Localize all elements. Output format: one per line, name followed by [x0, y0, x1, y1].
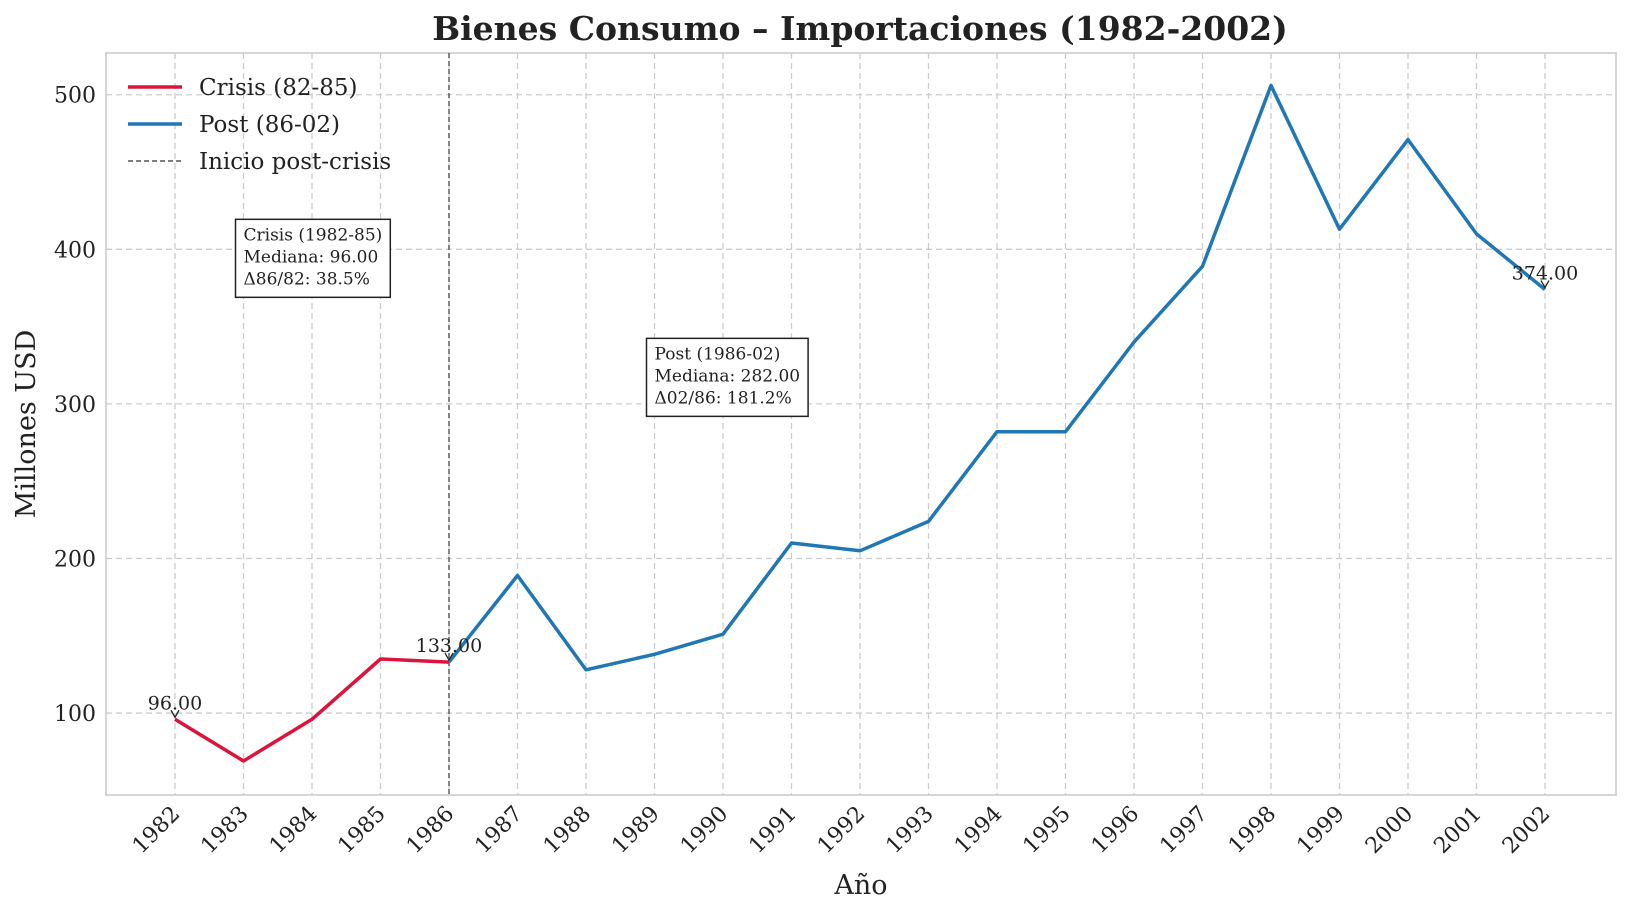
annotation-line: Mediana: 282.00: [655, 366, 801, 386]
series-lines: [174, 53, 1547, 795]
x-tick-label: 1999: [1292, 802, 1349, 859]
x-tick-label: 1984: [265, 802, 322, 859]
grid: [106, 53, 1616, 795]
x-tick-label: 1986: [402, 802, 459, 859]
annotation-line: Mediana: 96.00: [244, 247, 379, 267]
y-ticks: 100 200 300 400 500: [54, 84, 96, 727]
legend-vline: Inicio post-crisis: [128, 149, 391, 175]
legend: Crisis (82-85) Post (86-02) Inicio post-cr…: [128, 75, 391, 175]
x-tick-label: 1991: [744, 802, 801, 859]
legend-series-0: Crisis (82-85): [128, 75, 357, 101]
point-label: 96.00: [148, 692, 202, 714]
x-tick-label: 1994: [950, 802, 1007, 859]
point-label: 374.00: [1512, 263, 1578, 285]
x-tick-label: 1996: [1087, 802, 1144, 859]
series-line-0: [174, 657, 450, 763]
legend-label: Crisis (82-85): [199, 75, 357, 101]
x-tick-label: 2002: [1498, 802, 1555, 859]
annotation-line: Δ02/86: 181.2%: [655, 388, 792, 408]
point-label: 133.00: [416, 635, 482, 657]
x-tick-label: 1985: [333, 802, 390, 859]
x-ticks: 1982 1983 1984 1985 1986 1987 1988 1989 1990 1991…: [128, 802, 1555, 859]
legend-series-1: Post (86-02): [128, 112, 340, 138]
point-labels: 96.00 133.00 374.00: [148, 263, 1578, 719]
x-tick-label: 1988: [539, 802, 596, 859]
y-tick-label: 300: [54, 393, 96, 418]
annotation-line: Post (1986-02): [655, 344, 781, 364]
x-tick-label: 2000: [1361, 802, 1418, 859]
x-tick-label: 1982: [128, 802, 185, 859]
legend-label: Inicio post-crisis: [199, 149, 391, 175]
y-tick-label: 500: [54, 84, 96, 109]
annotation-box: [234, 218, 392, 299]
x-tick-label: 1998: [1224, 802, 1281, 859]
series-line-1: [447, 83, 1547, 672]
x-tick-label: 1983: [196, 802, 253, 859]
y-tick-label: 200: [54, 547, 96, 572]
x-tick-label: 1993: [881, 802, 938, 859]
chart-title: Bienes Consumo – Importaciones (1982-200…: [432, 9, 1288, 48]
y-tick-label: 400: [54, 238, 96, 263]
x-tick-label: 1990: [676, 802, 733, 859]
annotation-line: Δ86/82: 38.5%: [244, 269, 370, 289]
x-tick-label: 1987: [470, 802, 527, 859]
point-label-arrow: [170, 709, 180, 719]
x-tick-label: 2001: [1429, 802, 1486, 859]
x-tick-label: 1992: [813, 802, 870, 859]
x-tick-label: 1989: [607, 802, 664, 859]
x-tick-label: 1995: [1018, 802, 1075, 859]
point-label-arrow: [444, 652, 454, 662]
annotation-line: Crisis (1982-85): [244, 225, 383, 245]
point-label-arrow: [1540, 280, 1550, 289]
x-axis-label: Año: [833, 870, 887, 901]
x-tick-label: 1997: [1155, 802, 1212, 859]
plot-frame: [105, 52, 1617, 796]
y-tick-label: 100: [54, 702, 96, 727]
y-axis-label: Millones USD: [11, 330, 42, 519]
annotation-box: [645, 337, 809, 418]
legend-label: Post (86-02): [199, 112, 340, 138]
